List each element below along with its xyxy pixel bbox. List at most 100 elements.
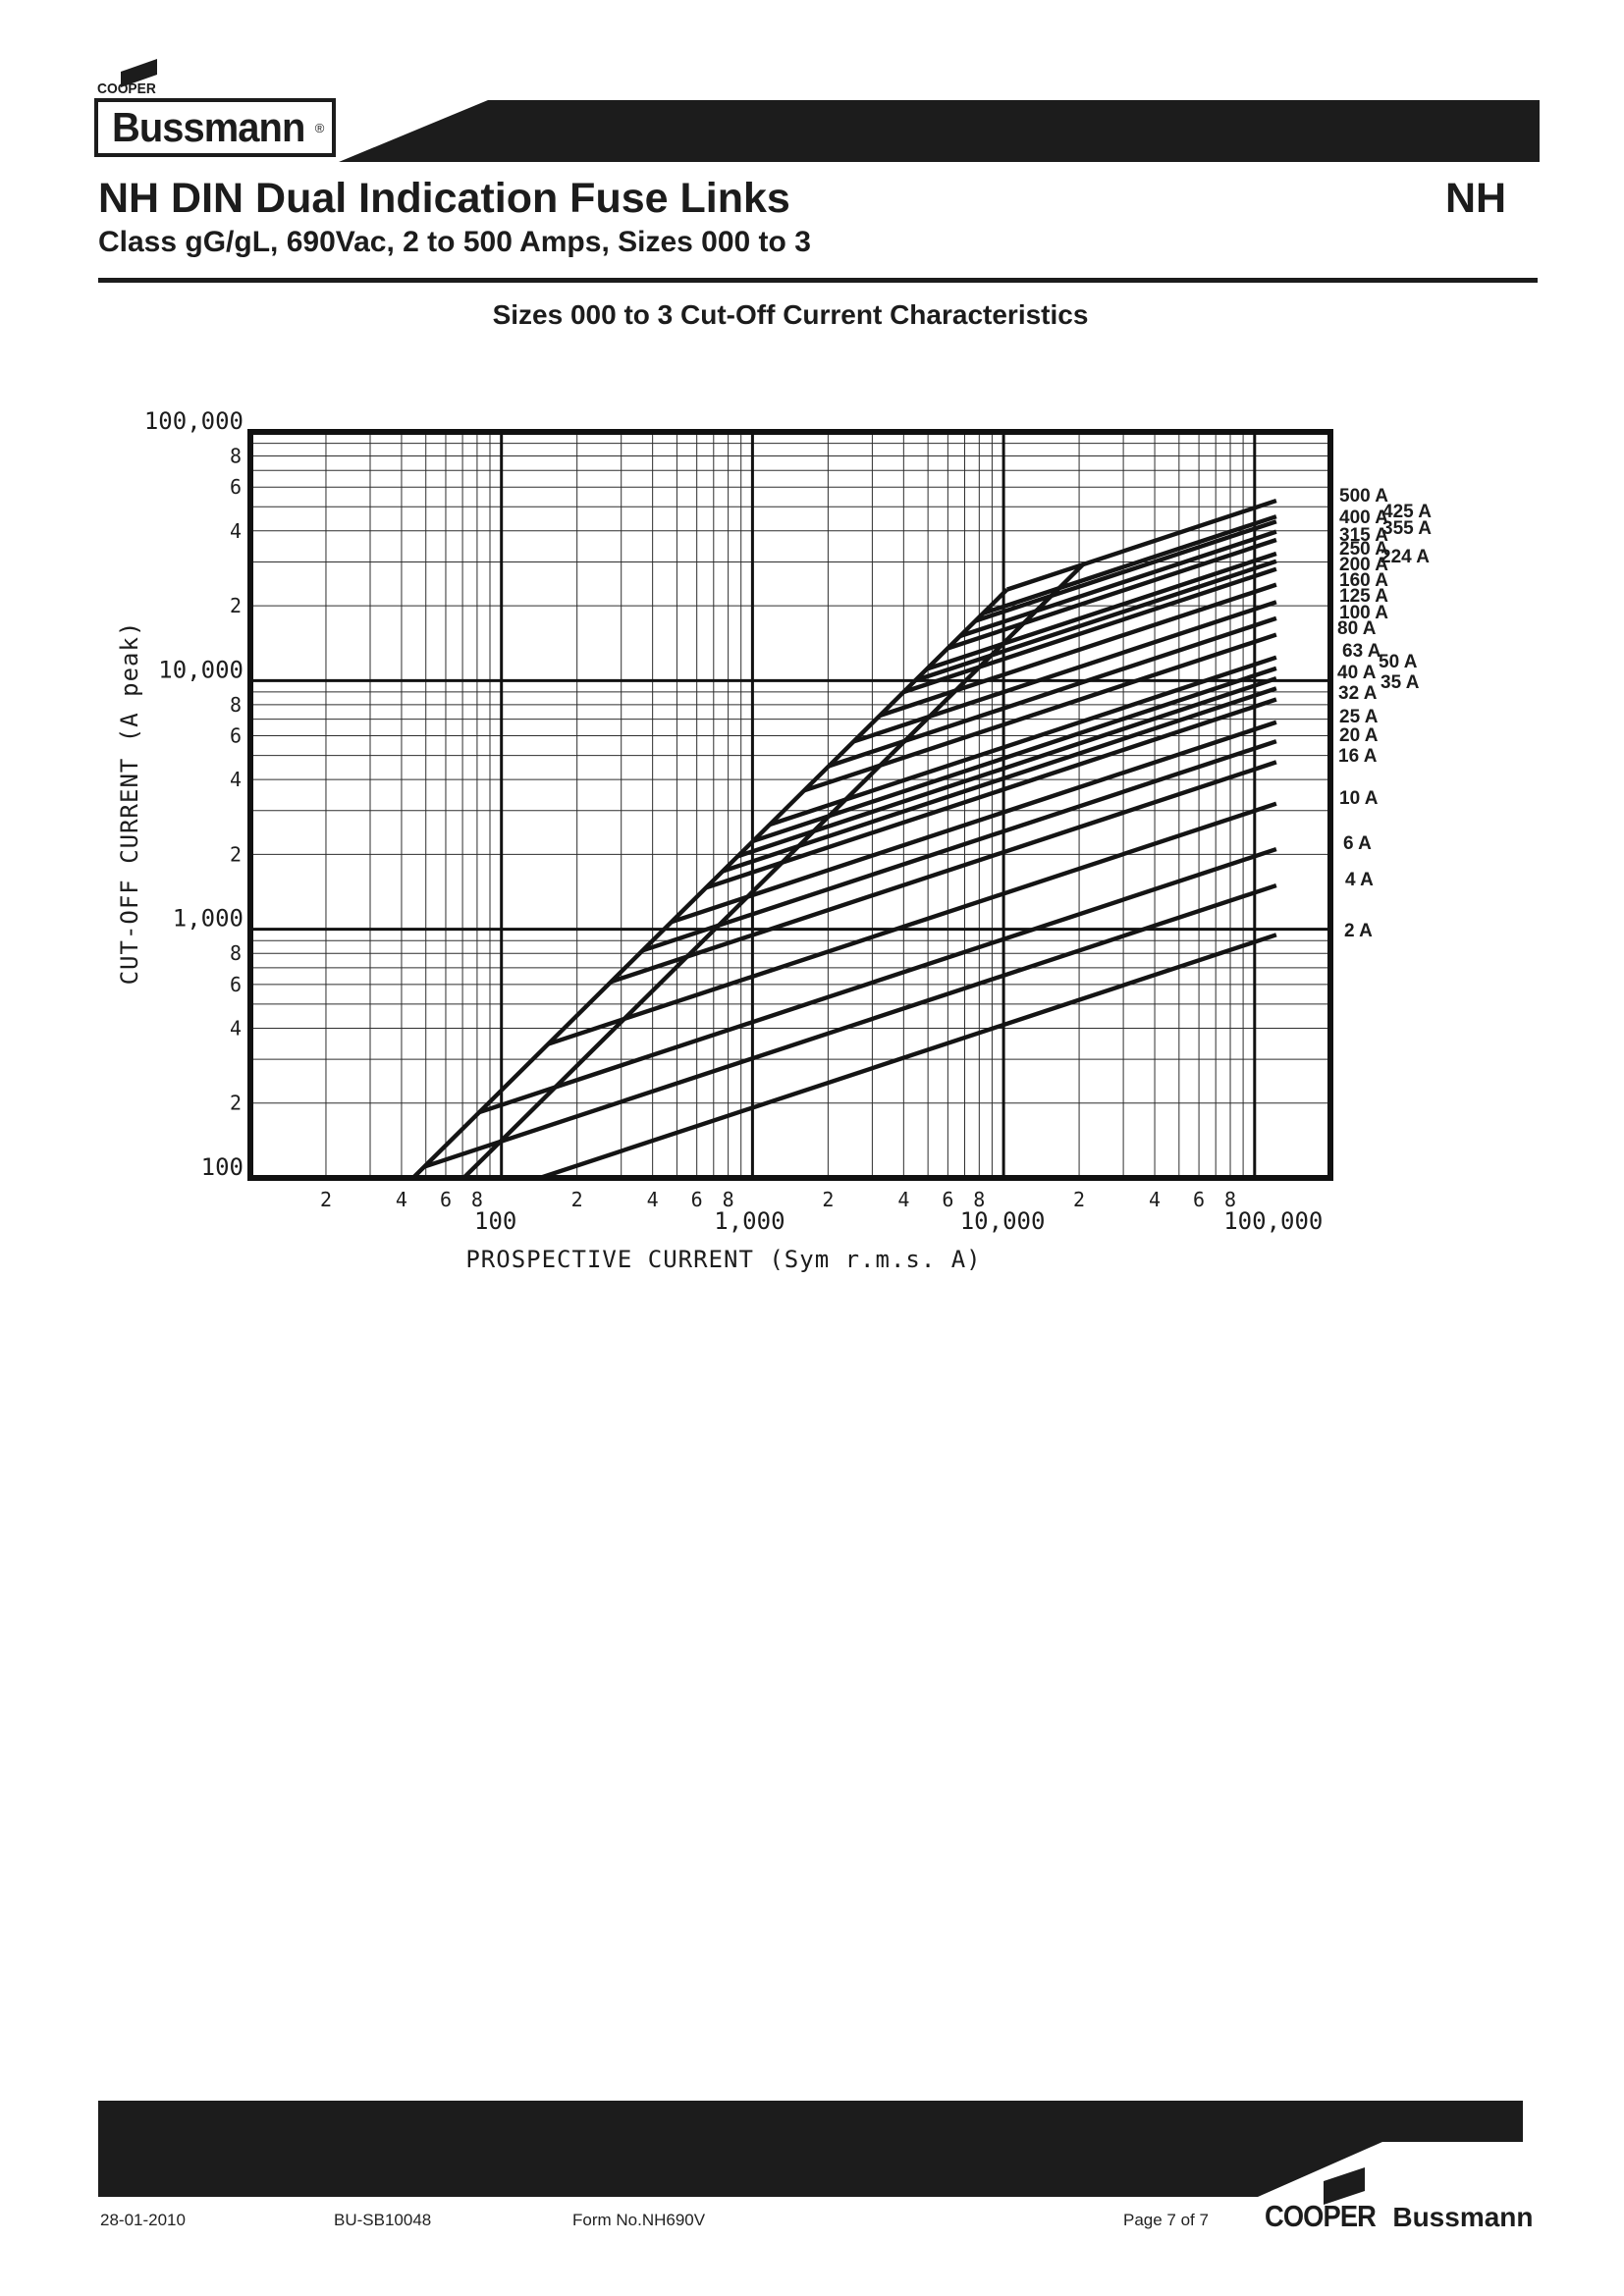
y-minor-tick-label: 2	[230, 1092, 242, 1115]
x-minor-tick-label: 4	[647, 1188, 659, 1211]
x-minor-tick-label: 4	[1149, 1188, 1161, 1211]
x-minor-tick-label: 8	[1224, 1188, 1236, 1211]
page-title-category: NH	[1445, 175, 1507, 222]
curves	[411, 498, 1277, 1178]
page-subtitle: Class gG/gL, 690Vac, 2 to 500 Amps, Size…	[98, 226, 811, 258]
header-banner	[339, 100, 1540, 162]
y-minor-tick-label: 2	[230, 842, 242, 866]
footer-doc-number: BU-SB10048	[334, 2211, 432, 2229]
y-minor-tick-label: 8	[230, 941, 242, 965]
curve-16A	[610, 760, 1277, 985]
curve-500A	[1005, 498, 1277, 592]
x-minor-tick-label: 6	[942, 1188, 953, 1211]
x-decade-tick-label: 100	[474, 1207, 516, 1235]
curve-25A	[671, 720, 1277, 925]
curve-20A	[641, 739, 1277, 953]
x-axis-title: PROSPECTIVE CURRENT (Sym r.m.s. A)	[465, 1246, 981, 1273]
legend-label-63A: 63 A	[1342, 641, 1381, 662]
curve-63A	[769, 655, 1277, 828]
y-axis-title: CUT-OFF CURRENT (A peak)	[116, 621, 143, 986]
curve-32A	[705, 697, 1277, 890]
x-minor-tick-label: 6	[440, 1188, 452, 1211]
legend-label-400A: 400 A	[1339, 507, 1388, 528]
legend-label-125A: 125 A	[1339, 586, 1388, 607]
legend-label-32A: 32 A	[1338, 683, 1378, 704]
footer-form-number: Form No.NH690V	[572, 2211, 706, 2229]
legend-label-250A: 250 A	[1339, 539, 1388, 560]
y-decade-tick-label: 100,000	[144, 407, 244, 435]
legend-label-500A: 500 A	[1339, 486, 1388, 507]
cooper-logo-text: COOPER	[1265, 2199, 1377, 2233]
curve-224A	[914, 559, 1277, 683]
y-decade-tick-label: 10,000	[158, 656, 244, 683]
cooper-bussmann-logo: COOPER Bussmann	[1265, 2199, 1534, 2234]
bussmann-logo-text: Bussmann	[112, 104, 305, 150]
asymmetrical-peak-line	[411, 588, 1009, 1178]
legend-label-40A: 40 A	[1337, 663, 1377, 683]
legend-label-16A: 16 A	[1338, 746, 1378, 767]
legend-label-10A: 10 A	[1339, 788, 1379, 809]
legend-label-200A: 200 A	[1339, 555, 1388, 575]
y-minor-tick-label: 6	[230, 973, 242, 996]
curve-200A	[902, 566, 1277, 695]
x-decade-tick-label: 10,000	[960, 1207, 1046, 1235]
x-minor-tick-label: 2	[571, 1188, 583, 1211]
curve-4A	[423, 882, 1277, 1169]
curve-250A	[926, 551, 1277, 671]
curve-315A	[947, 537, 1277, 651]
x-minor-tick-label: 6	[1193, 1188, 1205, 1211]
y-minor-tick-label: 6	[230, 724, 242, 748]
x-minor-tick-label: 2	[1073, 1188, 1085, 1211]
bussmann-footer-text: Bussmann	[1392, 2202, 1534, 2232]
bussmann-logo-box: Bussmann ®	[94, 98, 336, 157]
symmetrical-peak-line	[461, 562, 1085, 1178]
curve-2A	[539, 933, 1277, 1178]
plot-border	[247, 429, 1333, 1181]
x-minor-tick-label: 6	[691, 1188, 703, 1211]
x-minor-tick-label: 4	[897, 1188, 909, 1211]
y-minor-tick-label: 4	[230, 519, 242, 543]
legend-label-4A: 4 A	[1345, 870, 1374, 890]
y-decade-tick-label: 100	[201, 1153, 244, 1181]
registered-mark: ®	[314, 120, 325, 135]
x-minor-tick-label: 8	[973, 1188, 985, 1211]
curve-35A	[722, 686, 1277, 874]
y-minor-tick-label: 8	[230, 445, 242, 468]
footer-page-number: Page 7 of 7	[1123, 2211, 1209, 2229]
legend-label-2A: 2 A	[1344, 921, 1373, 941]
legend-label-25A: 25 A	[1339, 707, 1379, 727]
footer-date: 28-01-2010	[100, 2211, 186, 2229]
legend-label-20A: 20 A	[1339, 725, 1379, 746]
curve-6A	[478, 846, 1277, 1115]
legend-label-224A: 224 A	[1380, 547, 1430, 567]
curve-50A	[752, 666, 1277, 843]
y-minor-tick-label: 6	[230, 475, 242, 499]
x-minor-tick-label: 2	[320, 1188, 332, 1211]
legend-label-425A: 425 A	[1382, 502, 1432, 522]
x-decade-tick-label: 1,000	[714, 1207, 785, 1235]
cooper-small-logo: COOPER	[97, 80, 156, 97]
header-rule	[98, 278, 1538, 283]
x-minor-tick-label: 4	[396, 1188, 407, 1211]
curve-40A	[736, 676, 1277, 859]
curve-400A	[974, 519, 1277, 623]
curve-425A	[982, 514, 1277, 615]
y-minor-tick-label: 2	[230, 594, 242, 617]
legend-label-50A: 50 A	[1379, 652, 1418, 672]
curve-10A	[547, 801, 1277, 1046]
curve-160A	[879, 582, 1277, 719]
y-minor-tick-label: 4	[230, 1016, 242, 1040]
y-minor-tick-label: 4	[230, 768, 242, 791]
curve-125A	[852, 600, 1277, 744]
chart-title: Sizes 000 to 3 Cut-Off Current Character…	[492, 299, 1089, 330]
legend-label-35A: 35 A	[1380, 672, 1420, 693]
legend-label-100A: 100 A	[1339, 603, 1388, 623]
footer-banner	[98, 2101, 1523, 2197]
y-minor-tick-label: 8	[230, 693, 242, 717]
x-decade-tick-label: 100,000	[1223, 1207, 1323, 1235]
y-decade-tick-label: 1,000	[173, 905, 244, 933]
legend-label-6A: 6 A	[1343, 833, 1372, 854]
